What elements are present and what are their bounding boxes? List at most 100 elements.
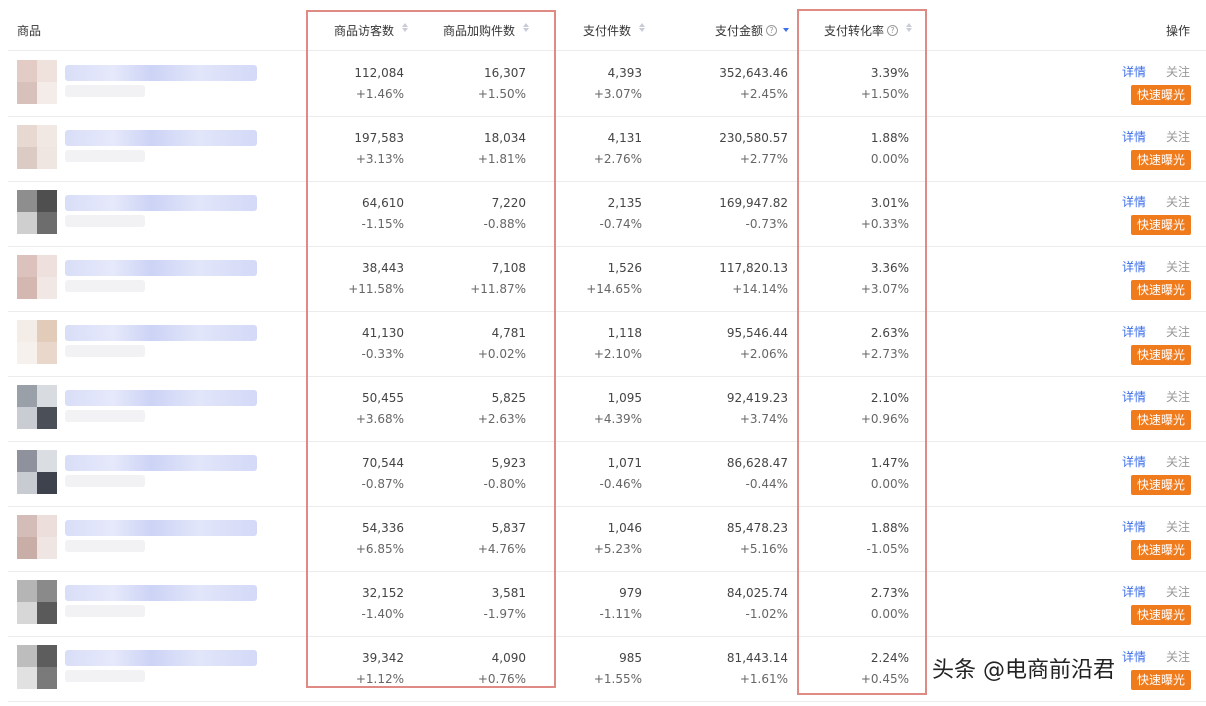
product-name-blurred[interactable] (65, 520, 257, 536)
product-name-blurred[interactable] (65, 130, 257, 146)
payamount-value: 86,628.47 (726, 456, 788, 470)
payitems-change: +3.07% (593, 87, 642, 101)
convrate-value: 2.10% (870, 391, 909, 405)
column-header-addcart[interactable]: 商品加购件数 (443, 0, 530, 50)
table-row: 112,084 +1.46% 16,307 +1.50% 4,393 +3.07% 352,… (8, 51, 1206, 117)
sort-icon[interactable] (402, 22, 409, 33)
payitems-change: +5.23% (593, 542, 642, 556)
product-thumbnail[interactable] (17, 580, 57, 624)
product-thumbnail[interactable] (17, 515, 57, 559)
visitors-value: 38,443 (362, 261, 404, 275)
column-header-payamount[interactable]: 支付金额? (715, 0, 790, 50)
product-name-blurred[interactable] (65, 650, 257, 666)
addcart-value: 3,581 (491, 586, 526, 600)
detail-link[interactable]: 详情 (1122, 585, 1147, 599)
quick-exposure-button[interactable]: 快速曝光 (1131, 215, 1191, 235)
addcart-value: 5,837 (491, 521, 526, 535)
product-subtitle-blurred (65, 475, 145, 487)
convrate-change: +3.07% (860, 282, 909, 296)
product-thumbnail[interactable] (17, 645, 57, 689)
visitors-change: -1.15% (361, 217, 404, 231)
column-header-ops: 操作 (1166, 24, 1191, 38)
table-row: 54,336 +6.85% 5,837 +4.76% 1,046 +5.23% 85,478… (8, 506, 1206, 572)
column-header-payitems[interactable]: 支付件数 (583, 0, 646, 50)
sort-icon[interactable] (523, 22, 530, 33)
product-thumbnail[interactable] (17, 255, 57, 299)
addcart-change: +0.76% (477, 672, 526, 686)
detail-link[interactable]: 详情 (1122, 455, 1147, 469)
product-name-blurred[interactable] (65, 260, 257, 276)
quick-exposure-button[interactable]: 快速曝光 (1131, 475, 1191, 495)
column-header-convrate[interactable]: 支付转化率? (824, 0, 913, 50)
addcart-value: 16,307 (484, 66, 526, 80)
follow-link[interactable]: 关注 (1166, 585, 1191, 599)
product-thumbnail[interactable] (17, 125, 57, 169)
product-name-blurred[interactable] (65, 65, 257, 81)
product-thumbnail[interactable] (17, 60, 57, 104)
product-name-blurred[interactable] (65, 195, 257, 211)
quick-exposure-button[interactable]: 快速曝光 (1131, 670, 1191, 690)
table-row: 70,544 -0.87% 5,923 -0.80% 1,071 -0.46% 86,628… (8, 441, 1206, 507)
column-header-visitors[interactable]: 商品访客数 (334, 0, 409, 50)
help-icon[interactable]: ? (766, 25, 778, 36)
detail-link[interactable]: 详情 (1122, 65, 1147, 79)
product-thumbnail[interactable] (17, 190, 57, 234)
follow-link[interactable]: 关注 (1166, 195, 1191, 209)
product-thumbnail[interactable] (17, 385, 57, 429)
follow-link[interactable]: 关注 (1166, 455, 1191, 469)
table-row: 39,342 +1.12% 4,090 +0.76% 985 +1.55% 81,443.1… (8, 636, 1206, 702)
quick-exposure-button[interactable]: 快速曝光 (1131, 345, 1191, 365)
product-subtitle-blurred (65, 410, 145, 422)
follow-link[interactable]: 关注 (1166, 260, 1191, 274)
payitems-change: -0.46% (599, 477, 642, 491)
product-subtitle-blurred (65, 215, 145, 227)
follow-link[interactable]: 关注 (1166, 520, 1191, 534)
follow-link[interactable]: 关注 (1166, 130, 1191, 144)
follow-link[interactable]: 关注 (1166, 65, 1191, 79)
addcart-value: 18,034 (484, 131, 526, 145)
product-name-blurred[interactable] (65, 585, 257, 601)
product-thumbnail[interactable] (17, 320, 57, 364)
addcart-value: 5,825 (491, 391, 526, 405)
sort-icon[interactable] (906, 22, 913, 33)
convrate-change: 0.00% (870, 477, 909, 491)
follow-link[interactable]: 关注 (1166, 390, 1191, 404)
quick-exposure-button[interactable]: 快速曝光 (1131, 605, 1191, 625)
product-name-blurred[interactable] (65, 390, 257, 406)
follow-link[interactable]: 关注 (1166, 650, 1191, 664)
product-name-blurred[interactable] (65, 455, 257, 471)
convrate-value: 1.47% (870, 456, 909, 470)
help-icon[interactable]: ? (887, 25, 899, 36)
detail-link[interactable]: 详情 (1122, 325, 1147, 339)
visitors-value: 64,610 (362, 196, 404, 210)
payitems-value: 4,393 (607, 66, 642, 80)
sort-desc-active-icon[interactable] (783, 22, 790, 33)
product-thumbnail[interactable] (17, 450, 57, 494)
visitors-value: 112,084 (354, 66, 404, 80)
table-row: 50,455 +3.68% 5,825 +2.63% 1,095 +4.39% 92,419… (8, 376, 1206, 442)
quick-exposure-button[interactable]: 快速曝光 (1131, 410, 1191, 430)
detail-link[interactable]: 详情 (1122, 390, 1147, 404)
follow-link[interactable]: 关注 (1166, 325, 1191, 339)
addcart-value: 7,220 (491, 196, 526, 210)
visitors-value: 197,583 (354, 131, 404, 145)
column-header-product: 商品 (17, 24, 42, 38)
detail-link[interactable]: 详情 (1122, 130, 1147, 144)
detail-link[interactable]: 详情 (1122, 260, 1147, 274)
convrate-value: 1.88% (870, 521, 909, 535)
payamount-value: 95,546.44 (726, 326, 788, 340)
addcart-change: -0.80% (483, 477, 526, 491)
sort-icon[interactable] (639, 22, 646, 33)
quick-exposure-button[interactable]: 快速曝光 (1131, 150, 1191, 170)
detail-link[interactable]: 详情 (1122, 650, 1147, 664)
detail-link[interactable]: 详情 (1122, 520, 1147, 534)
convrate-change: +1.50% (860, 87, 909, 101)
quick-exposure-button[interactable]: 快速曝光 (1131, 85, 1191, 105)
quick-exposure-button[interactable]: 快速曝光 (1131, 280, 1191, 300)
quick-exposure-button[interactable]: 快速曝光 (1131, 540, 1191, 560)
payitems-change: -1.11% (599, 607, 642, 621)
product-name-blurred[interactable] (65, 325, 257, 341)
payitems-value: 979 (619, 586, 642, 600)
detail-link[interactable]: 详情 (1122, 195, 1147, 209)
payitems-value: 4,131 (607, 131, 642, 145)
